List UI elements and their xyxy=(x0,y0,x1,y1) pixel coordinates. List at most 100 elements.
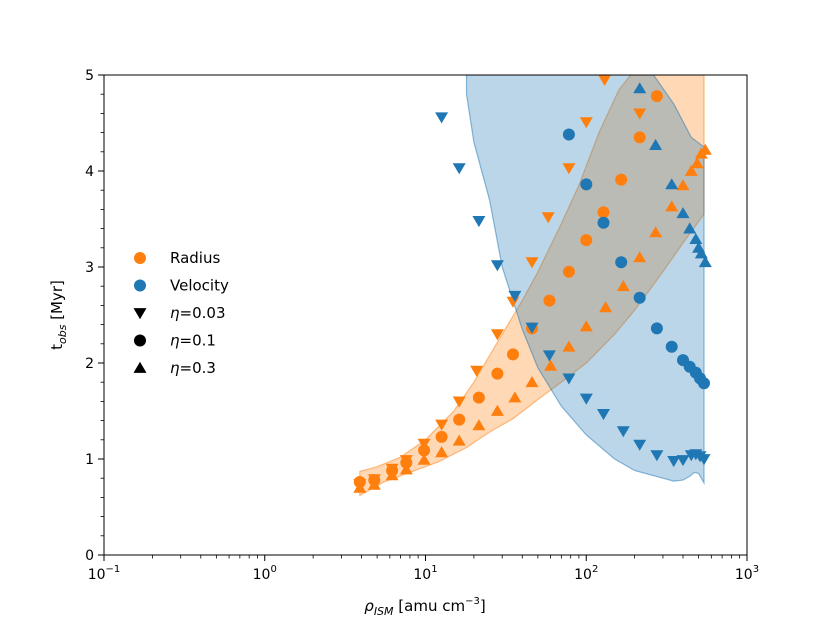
legend-label: Radius xyxy=(170,249,220,267)
x-tick-label: 100 xyxy=(253,564,277,583)
data-point xyxy=(417,438,431,450)
data-point xyxy=(597,409,610,421)
data-point xyxy=(562,340,576,352)
data-point xyxy=(597,216,610,229)
x-axis-label: ρISM [amu cm−3] xyxy=(364,596,485,618)
series-radius-eta-0.3 xyxy=(353,143,712,493)
data-point xyxy=(598,75,612,86)
data-point xyxy=(615,173,628,186)
y-tick-label: 4 xyxy=(85,164,94,180)
y-tick-label: 1 xyxy=(85,452,94,468)
data-point xyxy=(684,164,698,176)
data-point xyxy=(579,117,593,129)
data-point xyxy=(689,233,703,244)
legend-entry: η=0.1 xyxy=(134,332,216,350)
x-tick-label: 102 xyxy=(574,564,598,583)
data-point xyxy=(633,251,647,263)
data-point xyxy=(698,143,712,155)
legend-marker xyxy=(133,308,147,320)
data-point xyxy=(418,444,431,457)
data-point xyxy=(633,439,647,451)
x-tick-label: 103 xyxy=(735,564,759,583)
data-point xyxy=(491,367,504,380)
data-point xyxy=(525,257,539,269)
y-tick-label: 2 xyxy=(85,356,94,372)
data-point xyxy=(690,157,704,169)
data-point xyxy=(453,413,466,426)
x-tick-label: 10−1 xyxy=(88,564,121,583)
data-point xyxy=(579,320,593,332)
data-point xyxy=(399,463,413,475)
data-point xyxy=(650,322,663,335)
data-point xyxy=(616,426,630,438)
data-point xyxy=(452,396,466,408)
legend-label: η=0.3 xyxy=(170,359,216,377)
data-point xyxy=(544,359,558,371)
legend-label: Velocity xyxy=(170,277,229,295)
data-point xyxy=(562,128,575,141)
data-point xyxy=(694,247,708,259)
data-point xyxy=(599,301,613,313)
data-point xyxy=(353,481,367,493)
data-point xyxy=(665,178,679,190)
data-point xyxy=(490,404,504,416)
legend-entry: η=0.3 xyxy=(133,359,216,377)
data-point xyxy=(525,376,539,388)
data-point xyxy=(633,131,646,144)
data-point xyxy=(698,377,710,390)
legend-marker xyxy=(134,252,146,264)
data-points xyxy=(353,75,712,493)
data-point xyxy=(562,163,576,175)
series-velocity-eta-0.3 xyxy=(633,82,712,268)
data-point xyxy=(615,256,628,269)
y-axis-label: tobs [Myr] xyxy=(48,280,69,350)
data-point xyxy=(435,446,449,458)
data-point xyxy=(597,206,610,219)
series-velocity-eta-0.03 xyxy=(435,112,711,468)
legend-label: η=0.1 xyxy=(170,332,216,350)
data-point xyxy=(490,329,504,341)
data-point xyxy=(580,234,593,247)
legend-entry: η=0.03 xyxy=(133,304,225,322)
data-point xyxy=(633,291,646,304)
y-tick-label: 5 xyxy=(85,68,94,84)
x-tick-label: 101 xyxy=(413,564,437,583)
data-point xyxy=(580,178,593,191)
y-axis-ticks: 0 1 2 3 4 5 xyxy=(85,68,104,564)
legend-marker xyxy=(134,279,146,292)
legend-marker xyxy=(133,361,147,373)
data-point xyxy=(508,290,522,302)
data-point xyxy=(683,222,697,234)
data-point xyxy=(472,419,486,431)
data-point xyxy=(676,179,690,191)
legend: Radius Velocity η=0.03 η=0.1 η=0.3 xyxy=(133,249,229,377)
legend-label: η=0.03 xyxy=(170,304,225,322)
data-point xyxy=(435,430,448,443)
data-point xyxy=(579,393,593,405)
y-tick-label: 3 xyxy=(85,260,94,276)
data-point xyxy=(676,207,690,219)
data-point xyxy=(665,200,679,212)
data-point xyxy=(698,256,712,268)
data-point xyxy=(542,350,556,362)
x-axis-ticks: 10−1 100 101 102 103 xyxy=(88,555,759,583)
data-point xyxy=(667,456,681,468)
data-point xyxy=(435,112,449,124)
data-point xyxy=(562,265,575,278)
data-point xyxy=(385,469,399,481)
legend-entry: Radius xyxy=(134,249,220,267)
data-point xyxy=(616,280,630,292)
data-point xyxy=(650,90,663,103)
data-point xyxy=(525,322,539,334)
data-point xyxy=(472,391,485,404)
data-point xyxy=(650,450,664,462)
y-tick-label: 0 xyxy=(85,548,94,564)
data-point xyxy=(633,82,647,94)
data-point xyxy=(490,260,504,272)
data-point xyxy=(665,340,678,353)
data-point xyxy=(697,454,711,466)
data-point xyxy=(472,216,486,228)
data-point xyxy=(435,419,449,431)
